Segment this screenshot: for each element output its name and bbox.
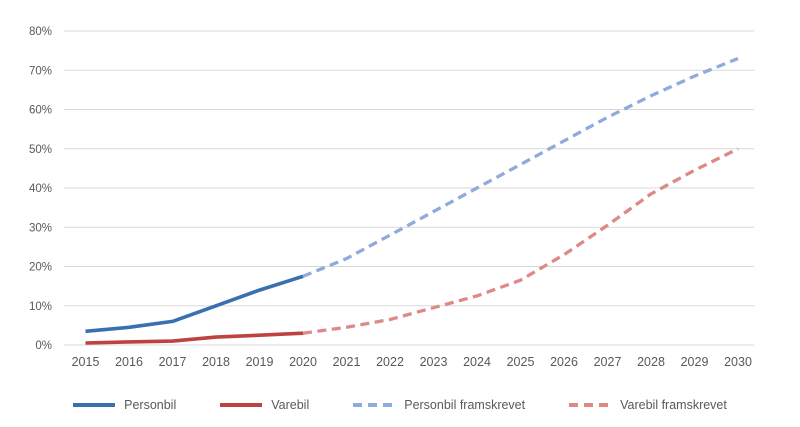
x-tick-label: 2029 (681, 355, 709, 369)
chart-legend: Personbil Varebil Personbil framskrevet … (0, 388, 800, 422)
y-tick-label: 70% (29, 65, 52, 77)
x-tick-label: 2028 (637, 355, 665, 369)
plot-area: 0% 10% 20% 30% 40% 50% 60% 70% 80% 2015 2016 2017 20… (29, 26, 754, 369)
y-tick-label: 60% (29, 105, 52, 117)
legend-label: Personbil (124, 398, 177, 412)
y-tick-label: 10% (29, 301, 52, 313)
x-tick-label: 2019 (246, 355, 274, 369)
x-tick-label: 2018 (202, 355, 230, 369)
y-tick-label: 80% (29, 26, 52, 38)
x-tick-label: 2026 (550, 355, 578, 369)
y-tick-label: 30% (29, 222, 52, 234)
legend-item-varebil-framskrevet: Varebil framskrevet (569, 398, 727, 412)
x-tick-label: 2022 (376, 355, 404, 369)
x-tick-label: 2030 (724, 355, 752, 369)
legend-swatch-solid-blue (73, 403, 116, 407)
legend-swatch-dashed-blue (353, 403, 396, 407)
legend-item-varebil: Varebil (220, 398, 309, 412)
x-tick-label: 2025 (507, 355, 535, 369)
legend-label: Personbil framskrevet (404, 398, 526, 412)
series-line-varebil (85, 331, 304, 345)
series-line-personbil-framskrevet (302, 56, 739, 278)
legend-swatch-dashed-red (569, 403, 612, 407)
x-tick-label: 2024 (463, 355, 491, 369)
x-tick-label: 2021 (333, 355, 361, 369)
legend-label: Varebil (271, 398, 310, 412)
x-tick-label: 2023 (420, 355, 448, 369)
x-tick-label: 2015 (72, 355, 100, 369)
y-tick-label: 20% (29, 262, 52, 274)
x-tick-label: 2016 (115, 355, 143, 369)
x-tick-label: 2017 (159, 355, 187, 369)
series-line-personbil (85, 274, 304, 334)
y-tick-label: 50% (29, 144, 52, 156)
x-tick-label: 2027 (594, 355, 622, 369)
legend-item-personbil: Personbil (73, 398, 176, 412)
legend-swatch-solid-red (220, 403, 263, 407)
x-tick-label: 2020 (289, 355, 317, 369)
series-line-varebil-framskrevet (302, 147, 739, 335)
y-tick-label: 40% (29, 183, 52, 195)
legend-label: Varebil framskrevet (620, 398, 727, 412)
y-tick-label: 0% (35, 340, 52, 352)
legend-item-personbil-framskrevet: Personbil framskrevet (353, 398, 525, 412)
